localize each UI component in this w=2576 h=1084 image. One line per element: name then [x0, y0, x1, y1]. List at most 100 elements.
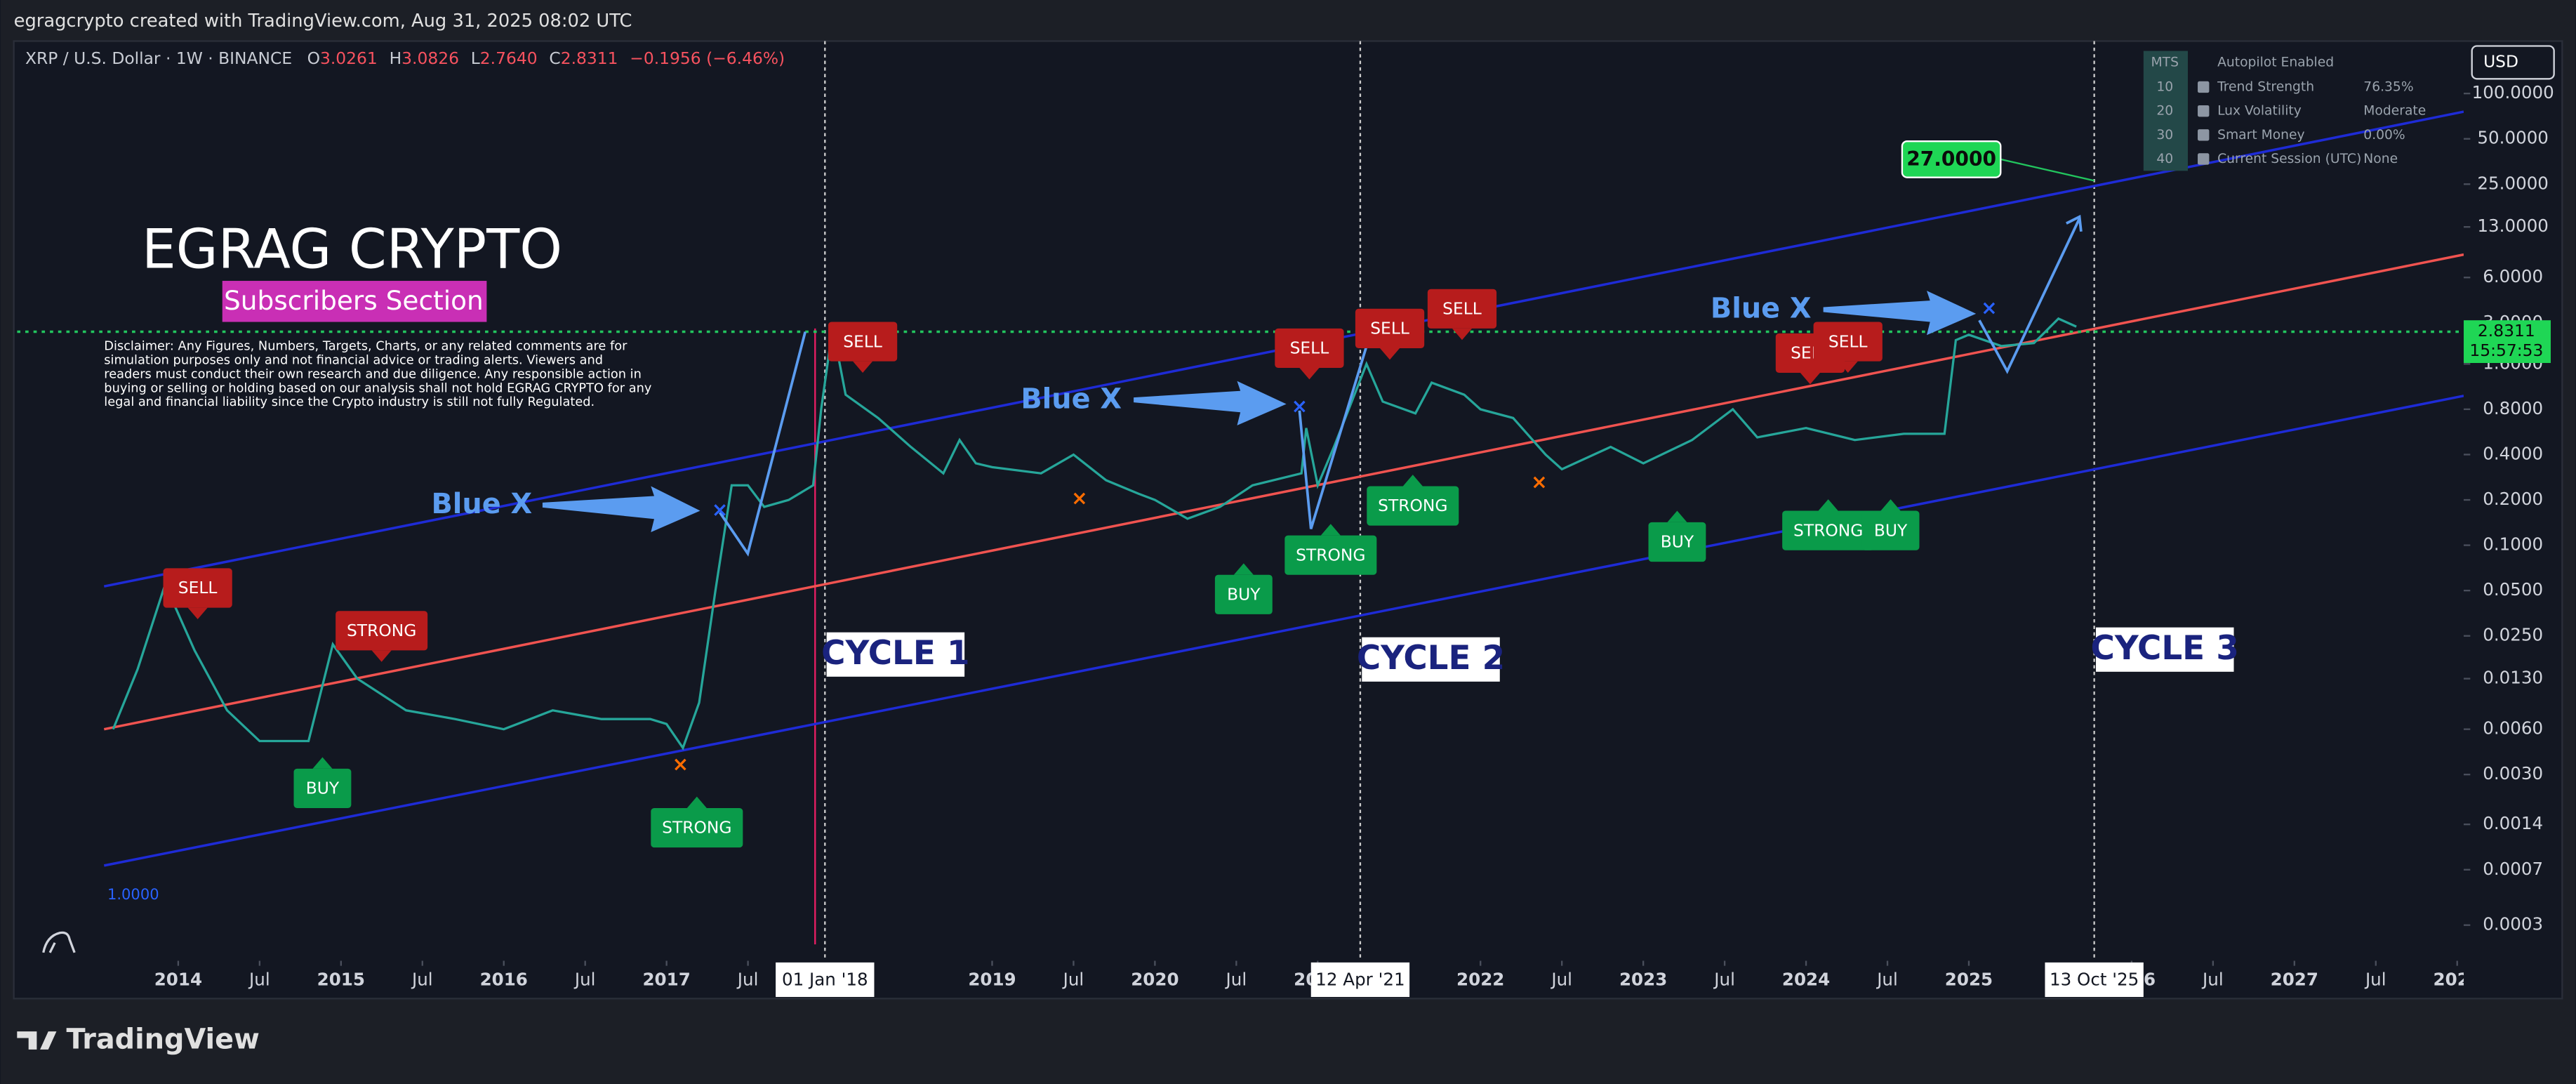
signal-box: [1861, 510, 1920, 550]
signal-pointer: [1667, 510, 1687, 522]
blue-x-label: Blue X: [1711, 293, 1812, 325]
legend: XRP / U.S. Dollar · 1W · BINANCE O3.0261…: [25, 48, 785, 68]
legend-key: H: [390, 48, 402, 68]
signal: BUY: [293, 757, 352, 808]
table-value: Moderate: [2363, 104, 2426, 119]
signal: BUY: [1214, 563, 1273, 614]
overlay: SELL STRONG BUY STRONG SELL SELL SELL SELL BUY ST…: [163, 289, 1920, 848]
y-tick-label: 0.2000: [2483, 489, 2543, 509]
table-icon: [2198, 105, 2210, 117]
x-marker: ×: [1981, 296, 1998, 319]
signal-box: [1782, 510, 1875, 550]
disclaimer-line: simulation purposes only and not financi…: [104, 353, 603, 367]
table-level: 40: [2156, 152, 2173, 166]
table-label: Current Session (UTC): [2217, 152, 2361, 166]
signal: STRONG: [651, 796, 743, 848]
last-price-box: [2464, 320, 2551, 364]
disclaimer-line: Disclaimer: Any Figures, Numbers, Target…: [104, 340, 628, 354]
x-tick-label: 2014: [154, 970, 202, 990]
date-highlights: 01 Jan '18 12 Apr '21 13 Oct '25: [776, 962, 2144, 998]
legend-symbol: XRP / U.S. Dollar · 1W · BINANCE: [25, 48, 292, 68]
table-header: MTS: [2151, 55, 2179, 70]
y-tick-label: 50.0000: [2477, 128, 2549, 148]
signal-box: [293, 768, 352, 808]
y-tick-label: 0.0130: [2483, 668, 2543, 688]
signal-box: [1648, 522, 1706, 562]
signal-label: SELL: [1442, 298, 1482, 318]
x-tick-label: 2027: [2271, 970, 2318, 990]
axes: 100.000050.000025.000013.00006.00003.000…: [154, 82, 2554, 989]
legend-value: 2.7640: [480, 48, 538, 68]
y-tick-label: 0.0500: [2483, 579, 2543, 600]
blue-x-label: Blue X: [432, 488, 533, 520]
series: [112, 317, 2077, 751]
x-tick-label: 2024: [1782, 970, 1830, 990]
table-rows: 10 Trend Strength 76.35% 20 Lux Volatility Mo…: [2156, 79, 2426, 166]
signal-pointer: [312, 757, 333, 769]
signal-pointer: [1800, 373, 1820, 385]
signal: BUY: [1861, 499, 1920, 550]
signal-label: STRONG: [1793, 520, 1863, 540]
countdown: 15:57:53: [2469, 341, 2543, 360]
cycle-label: CYCLE 3: [2091, 630, 2239, 668]
x-tick-label: 2016: [480, 970, 528, 990]
signal: STRONG: [1284, 524, 1377, 575]
target-line: [2000, 158, 2094, 182]
disclaimer-line: legal and financial liability since the …: [104, 395, 595, 409]
x-tick-label: 2025: [1945, 970, 1993, 990]
x-tick-label: Jul: [1550, 970, 1572, 990]
cycle-box: [2095, 627, 2234, 672]
x-tick-label: Jul: [573, 970, 596, 990]
signal-pointer: [853, 361, 873, 374]
legend-key: C: [549, 48, 560, 68]
table-column: [2143, 51, 2188, 171]
signal: STRONG: [336, 611, 428, 662]
x-marker: ×: [1292, 395, 1308, 418]
arrow: [1134, 381, 1287, 425]
x-tick-label: Jul: [2364, 970, 2386, 990]
y-tick-label: 0.8000: [2483, 398, 2543, 418]
signal: BUY: [1648, 510, 1706, 562]
signal: SELL: [163, 568, 232, 619]
x-tick-label: 2020: [1131, 970, 1179, 990]
signal-pointer: [371, 650, 392, 662]
blue-x-labels: Blue X Blue X Blue X: [432, 293, 1812, 520]
signal-pointer: [1838, 361, 1858, 374]
signal-box: [1275, 328, 1344, 369]
signal: STRONG: [1782, 499, 1875, 550]
cycle-label: CYCLE 2: [1357, 640, 1505, 678]
table-label: Lux Volatility: [2217, 104, 2302, 119]
caption: egragcrypto created with TradingView.com…: [14, 11, 632, 32]
signal-pointer: [686, 796, 707, 808]
legend-change: −0.1956 (−6.46%): [630, 48, 785, 68]
table-value: None: [2363, 152, 2398, 166]
x-marker: ×: [712, 498, 729, 522]
signal-label: STRONG: [662, 818, 731, 838]
price-line: [112, 317, 2077, 751]
target-label: 27.0000: [1906, 147, 1996, 171]
signal: SELL: [828, 322, 898, 374]
currency: USD: [2483, 51, 2518, 71]
legend-value: 3.0261: [320, 48, 378, 68]
table-icon: [2198, 129, 2210, 141]
scale-note: 1.0000: [107, 885, 159, 903]
blue-arrows: [542, 291, 1977, 532]
signal-label: BUY: [1661, 532, 1694, 552]
disclaimer-line: buying or selling or holding based on ou…: [104, 381, 651, 395]
date-label: 01 Jan '18: [782, 970, 868, 990]
table-icon: [2198, 81, 2210, 93]
signal-label: SELL: [1828, 331, 1868, 351]
mts-table: MTS Autopilot Enabled 10 Trend Strength 76…: [2143, 51, 2426, 171]
signal: SELL: [1355, 308, 1425, 360]
brand-subtitle: Subscribers Section: [224, 285, 484, 316]
signal: SELL: [1275, 328, 1344, 380]
signal-box: [651, 807, 743, 848]
y-tick-label: 100.0000: [2472, 82, 2554, 103]
signal-box: [1214, 574, 1273, 614]
legend-value: 2.8311: [561, 48, 618, 68]
table-value: 76.35%: [2363, 79, 2413, 94]
signal-pointer: [1402, 475, 1423, 487]
signal-box: [1367, 486, 1459, 526]
x-tick-label: Jul: [1225, 970, 1247, 990]
signal-pointer: [187, 607, 208, 619]
